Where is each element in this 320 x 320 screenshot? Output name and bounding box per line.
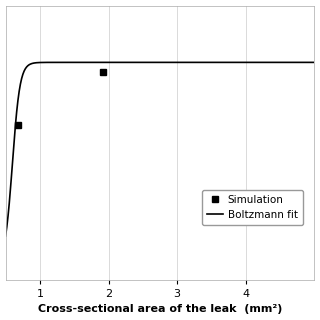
Boltzmann fit bbox=[153, 60, 157, 64]
Boltzmann fit bbox=[151, 60, 155, 64]
Boltzmann fit bbox=[313, 60, 316, 64]
Simulation bbox=[101, 70, 105, 74]
Boltzmann fit bbox=[306, 60, 309, 64]
Boltzmann fit bbox=[172, 60, 175, 64]
Boltzmann fit bbox=[257, 60, 261, 64]
Boltzmann fit bbox=[188, 60, 192, 64]
Simulation bbox=[16, 123, 20, 127]
X-axis label: Cross-sectional area of the leak  (mm²): Cross-sectional area of the leak (mm²) bbox=[38, 304, 282, 315]
Legend: Simulation, Boltzmann fit: Simulation, Boltzmann fit bbox=[202, 190, 303, 225]
Line: Simulation: Simulation bbox=[14, 69, 107, 129]
Boltzmann fit bbox=[141, 60, 145, 64]
Boltzmann fit bbox=[4, 234, 7, 238]
Line: Boltzmann fit: Boltzmann fit bbox=[5, 62, 315, 236]
